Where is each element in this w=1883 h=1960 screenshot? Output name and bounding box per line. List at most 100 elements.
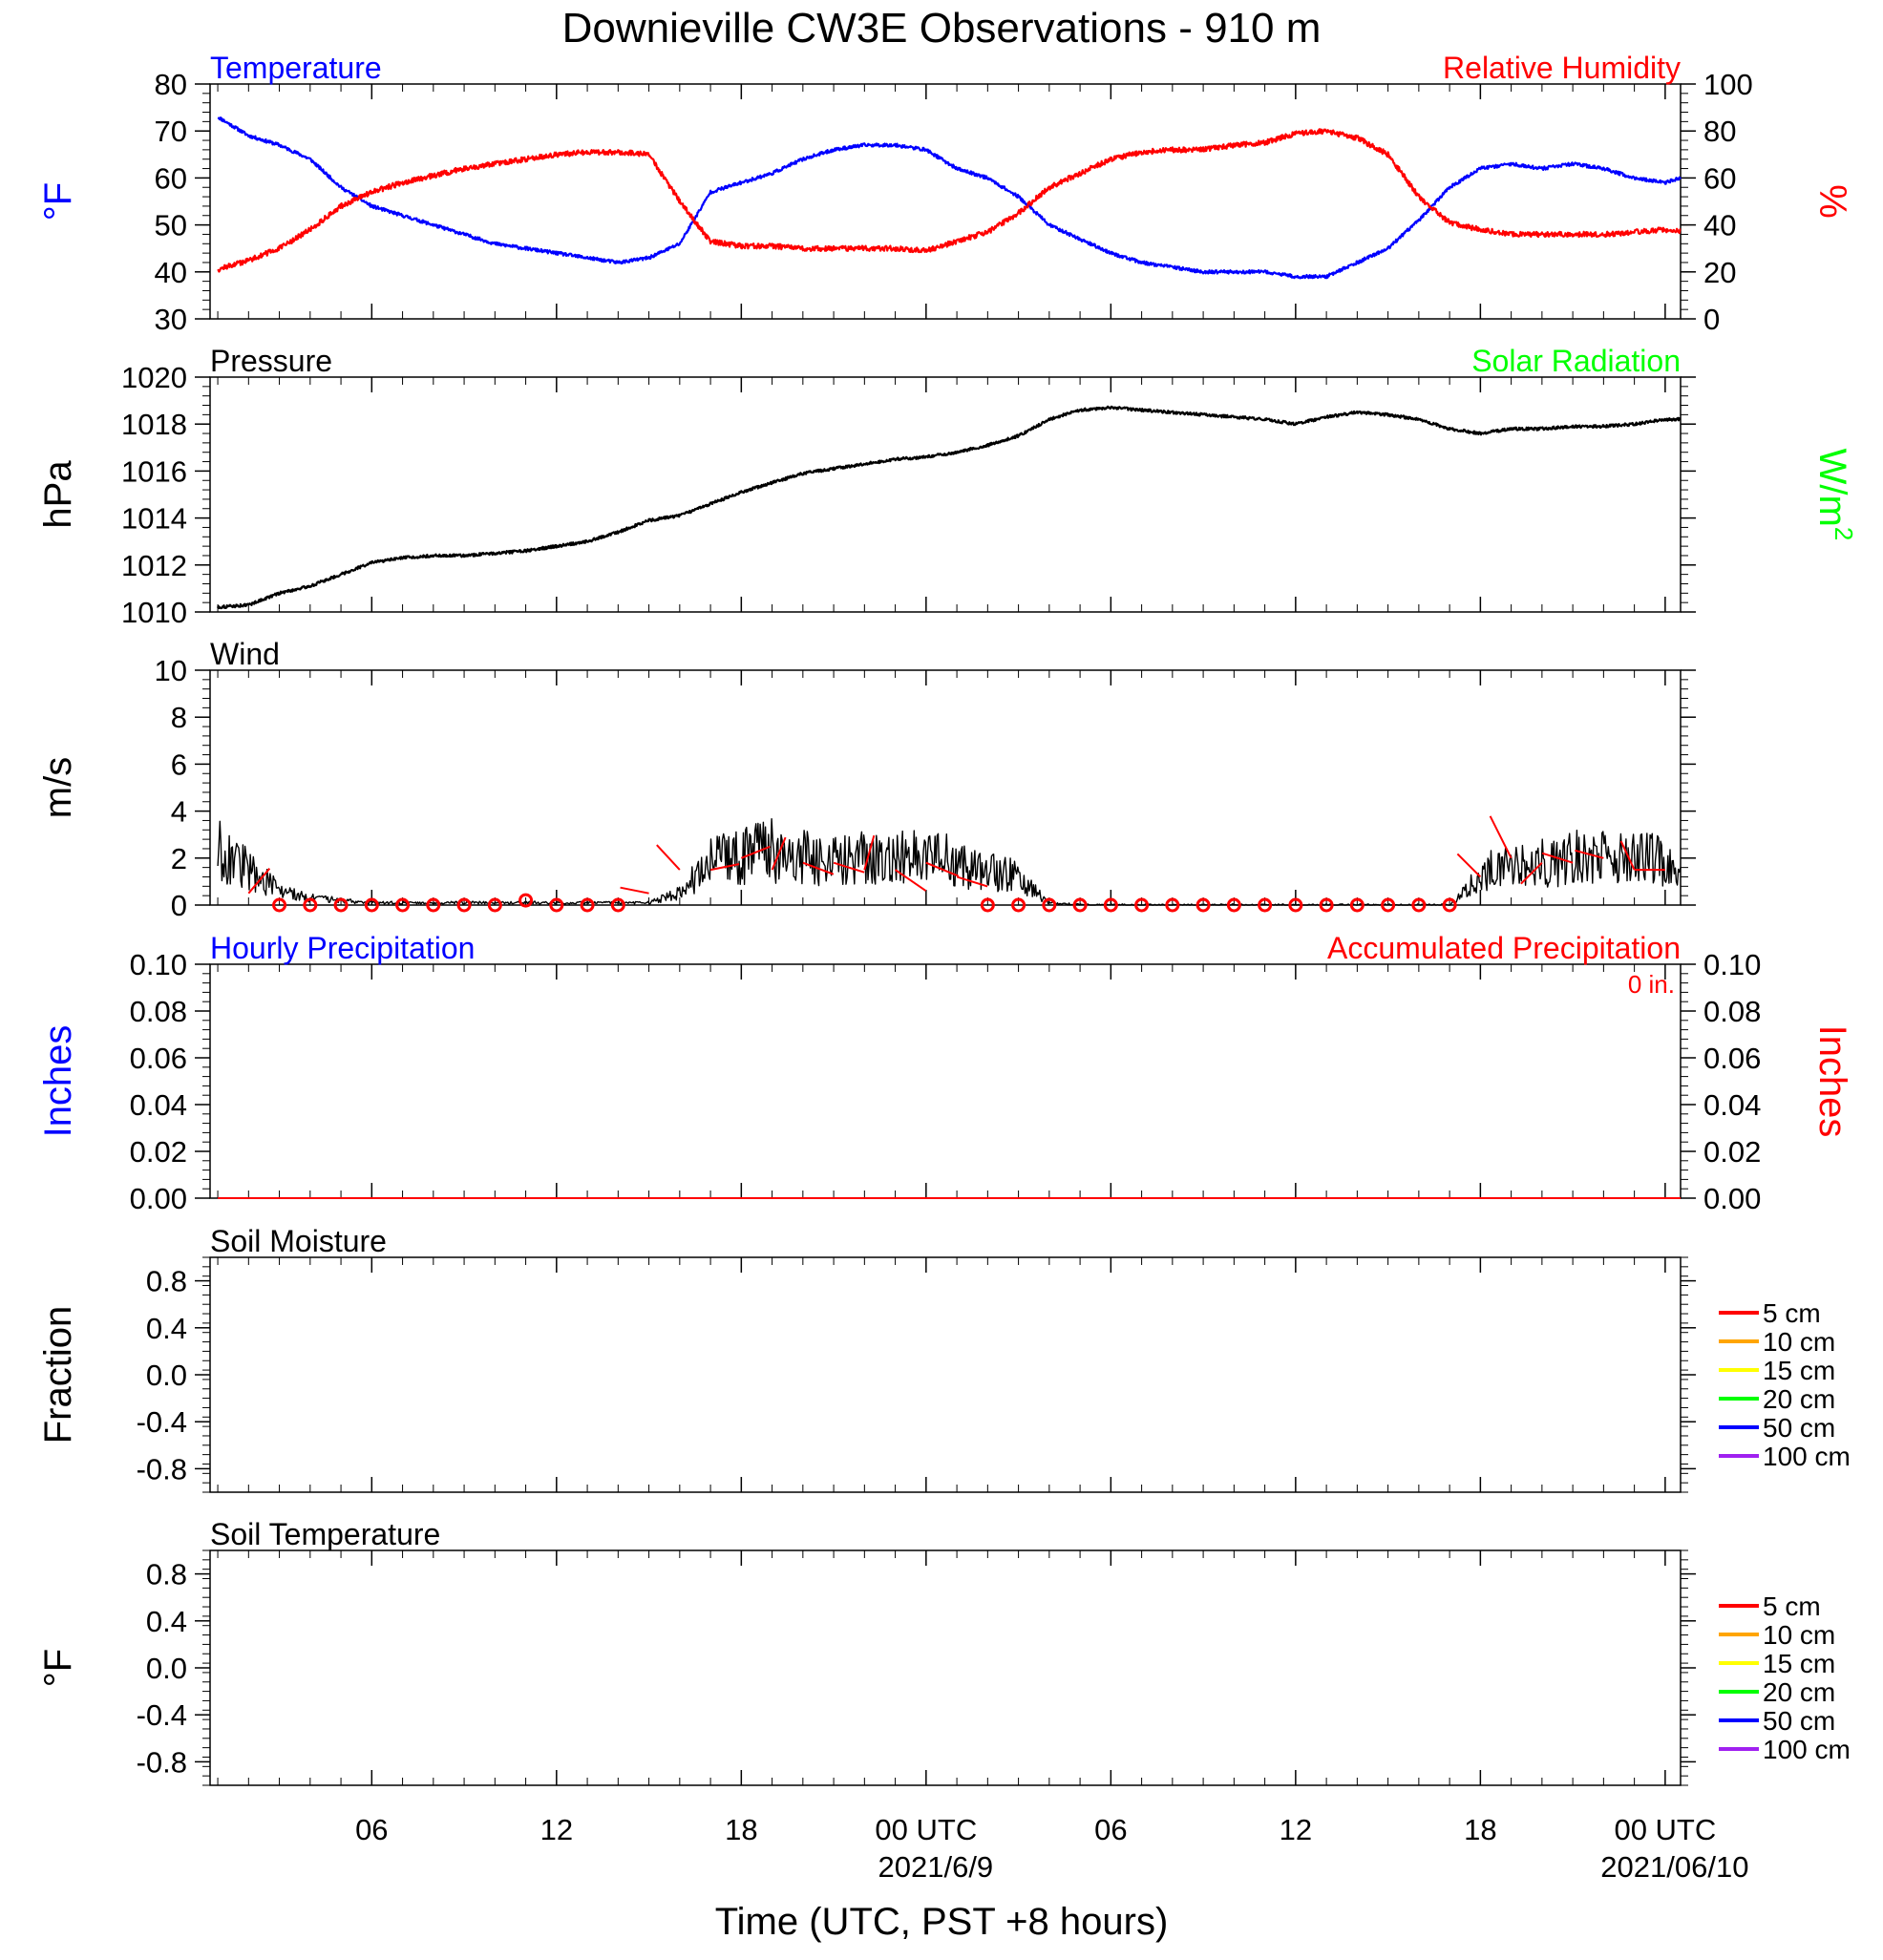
x-tick-label: 00 UTC xyxy=(1614,1813,1716,1846)
y-axis-label-right: Inches xyxy=(1811,1025,1853,1138)
wind-calm-marker xyxy=(456,897,472,913)
wind-calm-marker xyxy=(1103,897,1118,913)
y-axis-label-right: % xyxy=(1811,184,1853,219)
chart-title: Downieville CW3E Observations - 910 m xyxy=(562,5,1322,52)
panel-title-left: Soil Moisture xyxy=(210,1224,387,1258)
wind-calm-marker xyxy=(395,897,411,913)
x-tick-label: 06 xyxy=(355,1813,388,1846)
x-tick-label: 00 UTC xyxy=(875,1813,977,1846)
wind-calm-marker xyxy=(1042,897,1057,913)
wind-barb xyxy=(802,861,835,875)
x-axis-label: Time (UTC, PST +8 hours) xyxy=(715,1901,1169,1943)
wind-calm-marker xyxy=(1195,897,1211,913)
wind-barb xyxy=(1456,853,1482,878)
y-tick-label: 6 xyxy=(171,748,187,781)
y-tick-label: 0.8 xyxy=(146,1558,187,1591)
y-tick-label: 30 xyxy=(155,303,187,336)
plot-frame xyxy=(209,1549,1682,1786)
y-tick-label: 1010 xyxy=(121,596,187,629)
y-right-tick-label: 60 xyxy=(1703,161,1736,195)
wind-calm-marker xyxy=(1288,897,1303,913)
legend-label: 50 cm xyxy=(1763,1413,1835,1443)
x-tick-label: 12 xyxy=(540,1813,573,1846)
wind-barb xyxy=(833,861,865,874)
wind-calm-marker xyxy=(1134,897,1150,913)
wind-barb xyxy=(863,834,876,871)
y-tick-label: 0.02 xyxy=(130,1135,187,1169)
legend-item: 15 cm xyxy=(1719,1649,1835,1678)
panel-title-left: Temperature xyxy=(210,51,382,85)
legend-item: 50 cm xyxy=(1719,1706,1835,1736)
y-axis-label: Fraction xyxy=(37,1306,79,1444)
legend-item: 10 cm xyxy=(1719,1327,1835,1357)
wind-calm-marker xyxy=(426,897,441,913)
y-tick-label: 4 xyxy=(171,795,187,829)
legend-item: 20 cm xyxy=(1719,1677,1835,1707)
wind-barb xyxy=(1619,840,1636,871)
wind-barb xyxy=(656,844,681,871)
y-axis-label: m/s xyxy=(37,757,79,818)
y-tick-label: 10 xyxy=(155,654,187,687)
y-tick-label: 50 xyxy=(155,209,187,242)
y-right-tick-label: 0.06 xyxy=(1703,1042,1761,1075)
legend-item: 50 cm xyxy=(1719,1413,1835,1443)
y-tick-label: 40 xyxy=(155,256,187,289)
y-tick-label: 0.4 xyxy=(146,1605,187,1638)
y-tick-label: -0.8 xyxy=(137,1452,187,1486)
y-tick-label: 2 xyxy=(171,842,187,875)
y-right-tick-label: 20 xyxy=(1703,256,1736,289)
wind-barb xyxy=(1520,862,1543,885)
legend-item: 15 cm xyxy=(1719,1356,1835,1385)
wind-calm-marker xyxy=(610,897,625,913)
wind-calm-marker xyxy=(1258,897,1273,913)
x-tick-date: 2021/6/9 xyxy=(878,1850,994,1884)
wind-barb xyxy=(771,836,787,871)
y-right-tick-label: 0.02 xyxy=(1703,1135,1761,1169)
legend-item: 100 cm xyxy=(1719,1735,1851,1764)
wind-calm-marker xyxy=(272,897,287,913)
y-right-tick-label: 80 xyxy=(1703,115,1736,148)
legend-label: 5 cm xyxy=(1763,1298,1821,1328)
panel-temp_rh: 30 40 50 60 70 80 0 20 40 60 80 100 Temperature Relat… xyxy=(37,51,1853,336)
wind-calm-marker xyxy=(1442,897,1457,913)
legend-item: 20 cm xyxy=(1719,1384,1835,1414)
y-axis-label: °F xyxy=(37,182,79,221)
plot-frame xyxy=(209,963,1682,1199)
wind-barb xyxy=(1489,815,1513,859)
wind-barb xyxy=(956,875,988,888)
y-axis-label-right-text: % xyxy=(1811,184,1853,219)
series-wind xyxy=(217,818,1682,906)
x-tick-label: 18 xyxy=(1464,1813,1496,1846)
series-pressure xyxy=(217,405,1682,610)
wind-barb xyxy=(709,863,740,872)
y-tick-label: 0.08 xyxy=(130,995,187,1028)
y-tick-label: -0.4 xyxy=(137,1698,187,1732)
plot-frame xyxy=(209,1256,1682,1493)
x-tick-label: 06 xyxy=(1094,1813,1127,1846)
y-right-tick-label: 100 xyxy=(1703,68,1753,101)
wind-calm-marker xyxy=(1349,897,1365,913)
legend-label: 20 cm xyxy=(1763,1677,1835,1707)
wind-calm-marker xyxy=(487,897,502,913)
y-axis-label: °F xyxy=(37,1649,79,1687)
y-tick-label: 1014 xyxy=(121,502,187,536)
y-tick-label: -0.4 xyxy=(137,1405,187,1439)
legend-label: 10 cm xyxy=(1763,1620,1835,1650)
wind-calm-marker xyxy=(1319,897,1334,913)
legend-label: 20 cm xyxy=(1763,1384,1835,1414)
x-tick-label: 18 xyxy=(725,1813,757,1846)
panel-title-left: Wind xyxy=(210,637,280,671)
x-tick-date: 2021/06/10 xyxy=(1600,1850,1748,1884)
x-tick-label: 12 xyxy=(1280,1813,1312,1846)
panel-title-right: Solar Radiation xyxy=(1471,344,1681,378)
y-tick-label: 0.06 xyxy=(130,1042,187,1075)
y-axis-label-right-text: W/m xyxy=(1811,449,1853,527)
y-tick-label: 1016 xyxy=(121,454,187,488)
wind-calm-marker xyxy=(549,897,564,913)
y-axis-label-right-text: Inches xyxy=(1811,1025,1853,1138)
wind-calm-marker xyxy=(1011,897,1026,913)
y-tick-label: 0.10 xyxy=(130,948,187,981)
y-tick-label: 0.4 xyxy=(146,1312,187,1345)
legend-label: 50 cm xyxy=(1763,1706,1835,1736)
